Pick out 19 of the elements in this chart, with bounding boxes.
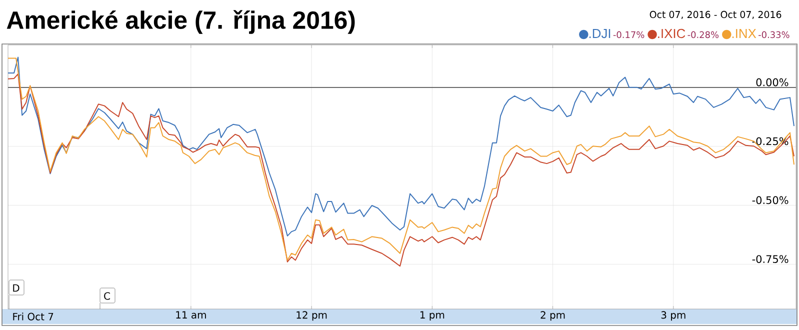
x-tick-label: 12 pm <box>296 311 327 321</box>
legend-label: .IXIC <box>658 28 686 38</box>
y-tick-label: 0.00% <box>756 78 788 86</box>
annotation: D <box>13 284 20 292</box>
text: Fri Oct 7 <box>13 312 54 320</box>
x-tick-label: 1 pm <box>420 311 444 321</box>
chart-title: Americké akcie (7. října 2016) <box>6 10 355 34</box>
x-tick-label: 3 pm <box>661 311 686 321</box>
text: -0.28% <box>688 31 719 38</box>
text: Oct 07, 2016 - Oct 07, 2016 <box>650 10 782 20</box>
y-tick-label: -0.50% <box>752 196 788 204</box>
y-tick-label: -0.75% <box>752 255 788 264</box>
x-tick-label: 2 pm <box>540 311 565 321</box>
x-tick-label: 11 am <box>176 311 206 319</box>
text: -0.17% <box>613 31 644 38</box>
legend-label: .DJI <box>589 29 610 38</box>
text: -0.33% <box>758 31 790 38</box>
legend-label: .INX <box>732 29 756 38</box>
annotation: C <box>104 292 110 300</box>
